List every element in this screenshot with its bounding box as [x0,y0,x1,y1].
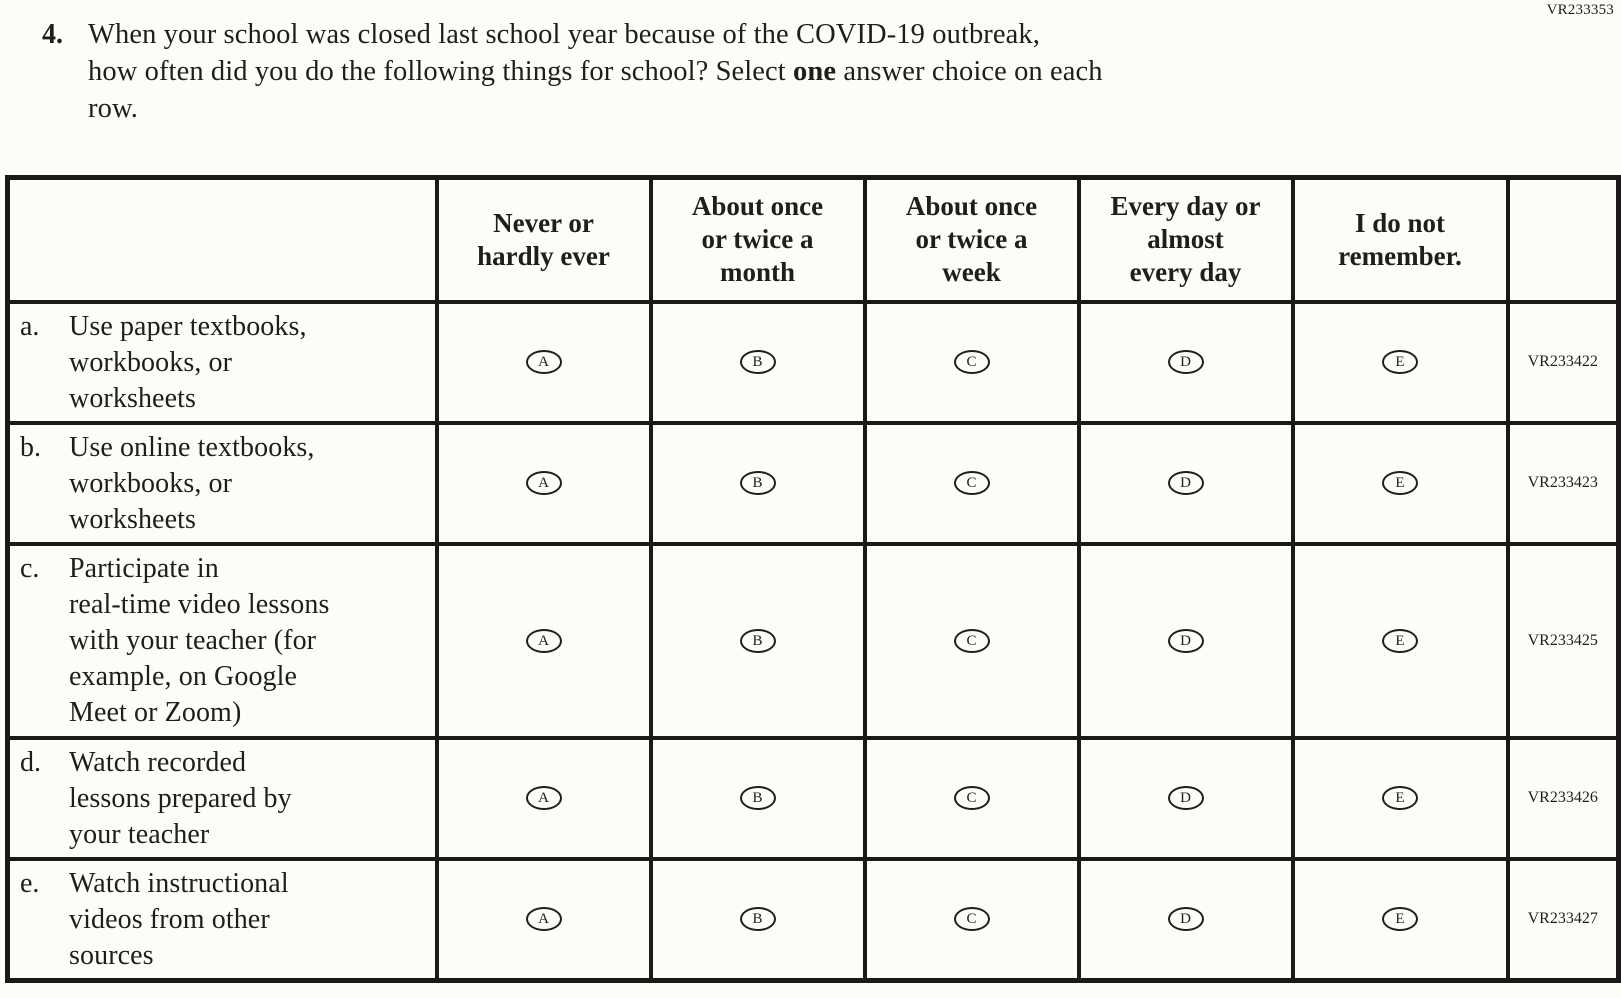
row-b-label: Use online textbooks, workbooks, or work… [69,431,315,535]
response-grid: Never or hardly ever About once or twice… [5,175,1621,983]
row-c-cell-week: C [862,541,1081,740]
question-line-2: how often did you do the following thing… [88,53,1103,90]
row-e-label: Watch instructional videos from other so… [69,867,289,971]
form-code: VR233353 [1546,2,1614,18]
row-b-option-d[interactable]: D [1167,471,1204,495]
row-c-option-c[interactable]: C [953,628,990,653]
row-e-cell-remember: E [1290,856,1510,982]
row-d-label: Watch recorded lessons prepared by your … [69,746,292,850]
header-once-twice-week: About once or twice a week [862,175,1081,304]
row-a-cell-month: B [648,299,867,425]
row-c-cell-month: B [648,541,867,740]
question-line-1-text: When your school was closed last school … [88,19,1040,50]
row-a-cell-everyday: D [1076,299,1295,425]
row-d-option-e[interactable]: E [1382,786,1418,810]
row-c-label-cell: c. Participate in real-time video lesson… [5,541,439,740]
row-e-cell-week: C [862,856,1081,982]
row-c-cell-remember: E [1290,541,1510,740]
row-e-label-cell: e. Watch instructional videos from other… [5,856,439,982]
row-b-letter: b. [20,431,41,463]
header-do-not-remember: I do not remember. [1290,175,1510,304]
row-d-cell-month: B [648,735,867,861]
row-b-option-c[interactable]: C [953,471,990,495]
row-a-letter: a. [20,310,40,342]
row-b-label-cell: b. Use online textbooks, workbooks, or w… [5,420,439,546]
header-once-twice-month: About once or twice a month [648,175,867,304]
row-d-cell-never: A [434,735,653,861]
row-b-code: VR233423 [1505,420,1621,546]
row-b-cell-week: C [862,420,1081,546]
question-line-2-post: answer choice on each [836,56,1103,87]
header-never-or-hardly-ever: Never or hardly ever [434,175,653,304]
row-a-option-b[interactable]: B [739,350,776,374]
row-c-option-e[interactable]: E [1382,628,1418,653]
question-line-1: When your school was closed last school … [88,16,1103,53]
question-number: 4. [42,19,63,50]
row-b-cell-remember: E [1290,420,1510,546]
row-a-code: VR233422 [1505,299,1621,425]
row-a-option-c[interactable]: C [953,350,990,374]
row-c-label: Participate in real-time video lessons w… [69,552,330,728]
question-4: 4. When your school was closed last scho… [42,16,1103,127]
table-row-e: e. Watch instructional videos from other… [5,856,1621,982]
header-code-cell [1505,175,1621,304]
row-b-option-a[interactable]: A [525,471,562,495]
question-line-2-pre: how often did you do the following thing… [88,56,794,87]
row-a-cell-never: A [434,299,653,425]
row-d-label-cell: d. Watch recorded lessons prepared by yo… [5,735,439,861]
row-b-cell-never: A [434,420,653,546]
table-row-c: c. Participate in real-time video lesson… [5,541,1621,740]
row-e-option-b[interactable]: B [739,907,776,931]
row-e-letter: e. [20,867,40,899]
header-every-day: Every day or almost every day [1076,175,1295,304]
row-c-option-d[interactable]: D [1167,628,1204,653]
row-b-option-b[interactable]: B [739,471,776,495]
row-e-cell-month: B [648,856,867,982]
row-c-letter: c. [20,552,40,584]
row-e-code: VR233427 [1505,856,1621,982]
table-row-d: d. Watch recorded lessons prepared by yo… [5,735,1621,861]
row-a-option-e[interactable]: E [1382,350,1418,374]
row-b-option-e[interactable]: E [1382,471,1418,495]
row-e-option-a[interactable]: A [525,907,562,931]
row-a-option-d[interactable]: D [1167,350,1204,374]
row-c-cell-never: A [434,541,653,740]
row-d-option-a[interactable]: A [525,786,562,810]
row-a-label-cell: a. Use paper textbooks, workbooks, or wo… [5,299,439,425]
row-e-cell-never: A [434,856,653,982]
row-b-cell-month: B [648,420,867,546]
row-e-option-d[interactable]: D [1167,907,1204,931]
row-d-option-c[interactable]: C [953,786,990,810]
table-row-a: a. Use paper textbooks, workbooks, or wo… [5,299,1621,425]
row-d-code: VR233426 [1505,735,1621,861]
row-a-cell-week: C [862,299,1081,425]
header-stub-cell [5,175,439,304]
row-d-cell-week: C [862,735,1081,861]
row-b-cell-everyday: D [1076,420,1295,546]
row-c-option-b[interactable]: B [739,628,776,653]
question-line-2-bold: one [793,56,837,87]
question-line-3-text: row. [88,93,138,124]
row-d-option-b[interactable]: B [739,786,776,810]
header-row: Never or hardly ever About once or twice… [5,175,1621,304]
row-d-cell-remember: E [1290,735,1510,861]
row-a-label: Use paper textbooks, workbooks, or works… [69,310,307,414]
row-c-option-a[interactable]: A [525,628,562,653]
row-e-option-e[interactable]: E [1382,907,1418,931]
row-c-code: VR233425 [1505,541,1621,740]
row-d-option-d[interactable]: D [1167,786,1204,810]
table-row-b: b. Use online textbooks, workbooks, or w… [5,420,1621,546]
row-a-cell-remember: E [1290,299,1510,425]
row-c-cell-everyday: D [1076,541,1295,740]
row-e-cell-everyday: D [1076,856,1295,982]
row-d-cell-everyday: D [1076,735,1295,861]
question-text: When your school was closed last school … [88,16,1103,127]
row-e-option-c[interactable]: C [953,907,990,931]
question-line-3: row. [88,90,1103,127]
row-a-option-a[interactable]: A [525,350,562,374]
row-d-letter: d. [20,746,41,778]
